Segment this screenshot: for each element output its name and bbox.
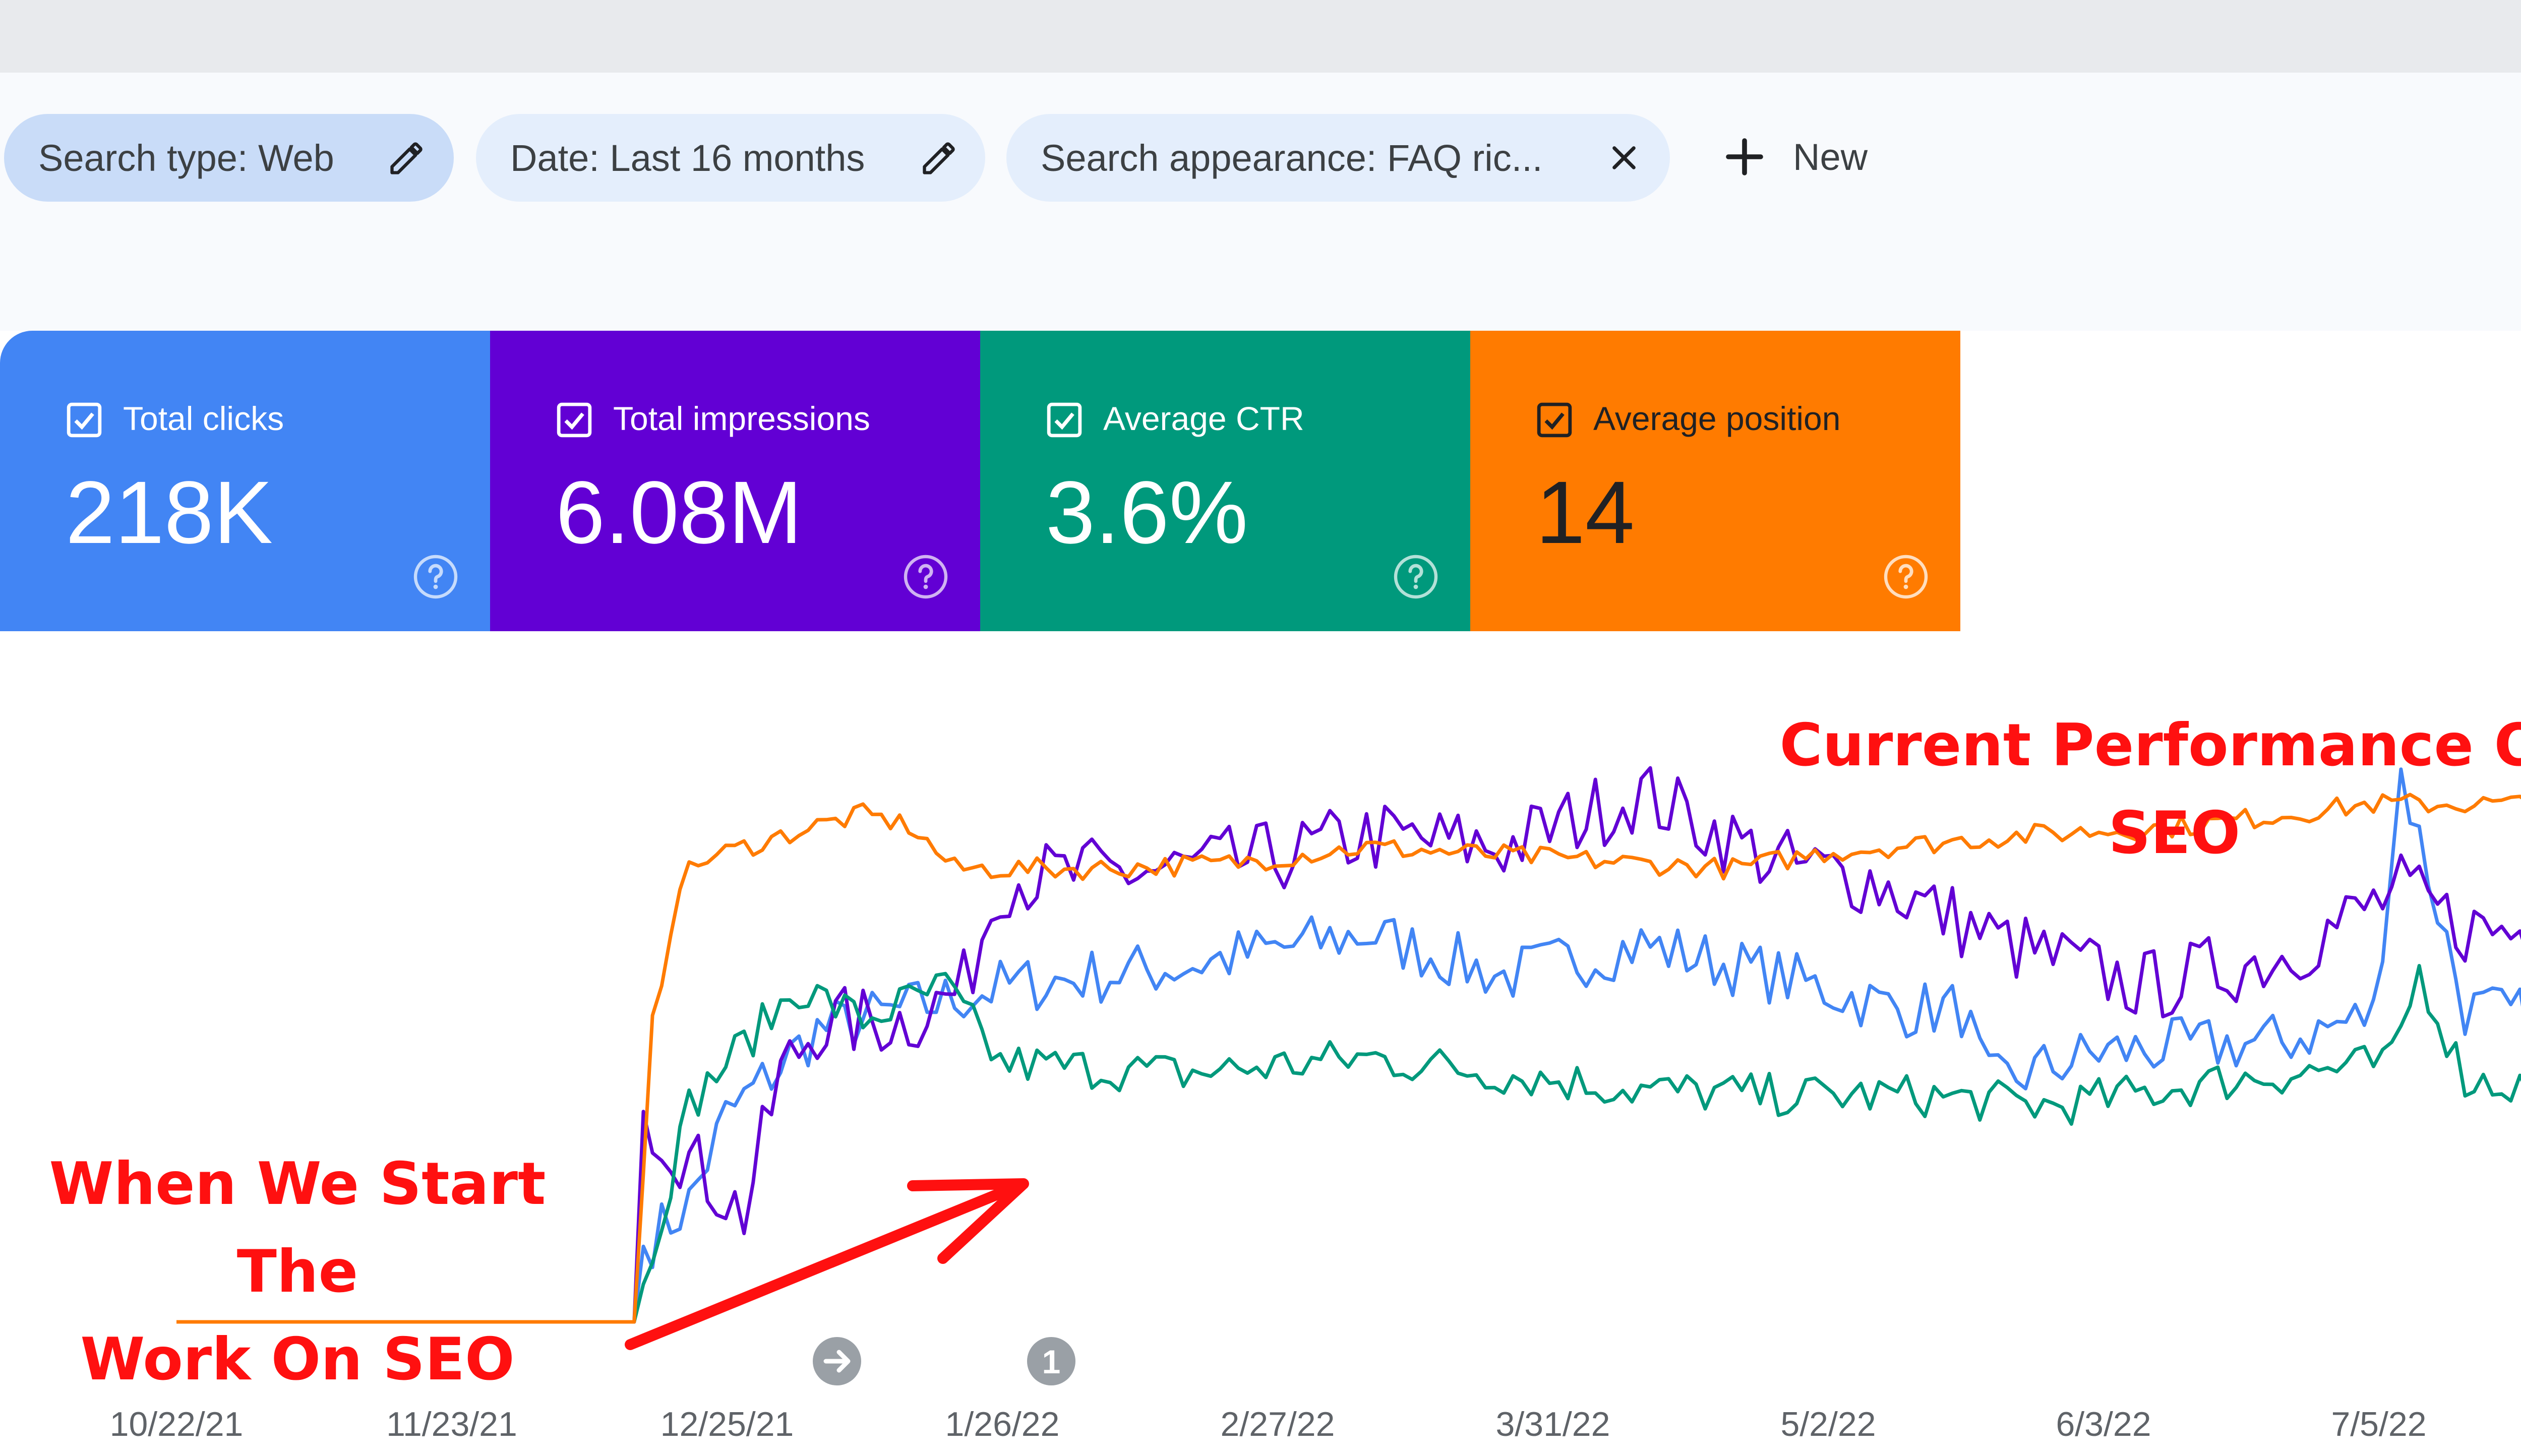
x-tick-label: 10/22/21 [110,1405,244,1443]
new-filter-label: New [1793,136,1868,178]
help-icon[interactable] [902,553,950,601]
metric-label: Total clicks [123,400,284,437]
help-icon[interactable] [411,553,460,601]
metric-label: Total impressions [613,400,870,437]
annotation-start-line1: When We Start The [49,1150,546,1306]
close-icon[interactable] [1607,141,1641,174]
search-type-chip-label: Search type: Web [38,137,334,179]
x-tick-label: 2/27/22 [1221,1405,1335,1443]
annotation-start-work: When We Start The Work On SEO [20,1140,575,1404]
checkbox-checked-icon[interactable] [1536,401,1573,439]
annotation-marker[interactable]: 1 [1027,1337,1075,1385]
x-tick-label: 3/31/22 [1496,1405,1610,1443]
checkbox-checked-icon[interactable] [1046,401,1083,439]
pencil-icon[interactable] [387,139,426,177]
help-icon[interactable] [1882,553,1930,601]
metric-value: 14 [1536,463,1635,562]
plus-icon [1726,138,1763,175]
annotation-marker-arrow-icon[interactable] [813,1337,861,1385]
metric-cards: Total clicks 218K Total impressions 6.08… [0,331,1961,631]
metric-value: 6.08M [556,463,803,562]
performance-chart-area: 10/22/21 11/23/21 12/25/21 1/26/22 2/27/22 3/… [0,631,2521,1456]
x-tick-label: 12/25/21 [661,1405,794,1443]
checkbox-checked-icon[interactable] [66,401,103,439]
x-tick-label: 11/23/21 [386,1405,517,1443]
x-tick-label: 1/26/22 [945,1405,1060,1443]
series-line-average-position [176,793,2521,1324]
metric-label: Average position [1593,400,1841,437]
annotation-arrow [625,1178,1029,1350]
x-tick-label: 6/3/22 [2056,1405,2151,1443]
top-strip [0,0,2521,73]
metric-label: Average CTR [1103,400,1304,437]
date-filter-chip[interactable]: Date: Last 16 months [476,114,985,202]
filter-bar [0,73,2521,331]
pencil-icon[interactable] [920,139,958,177]
help-icon[interactable] [1392,553,1440,601]
metric-card-average-ctr[interactable]: Average CTR 3.6% [980,331,1470,631]
search-appearance-filter-chip[interactable]: Search appearance: FAQ ric... [1006,114,1670,202]
metric-card-total-clicks[interactable]: Total clicks 218K [0,331,490,631]
x-tick-label: 5/2/22 [1780,1405,1876,1443]
performance-chart: 10/22/21 11/23/21 12/25/21 1/26/22 2/27/22 3/… [110,766,2521,1443]
checkbox-checked-icon[interactable] [556,401,593,439]
annotation-start-line2: Work On SEO [80,1325,515,1393]
metric-value: 3.6% [1046,463,1248,562]
date-chip-label: Date: Last 16 months [510,137,865,179]
metric-card-total-impressions[interactable]: Total impressions 6.08M [490,331,980,631]
metric-card-average-position[interactable]: Average position 14 [1470,331,1960,631]
annotation-current-performance: Current Performance Of SEO [1779,711,2521,867]
annotation-marker-label: 1 [1042,1343,1061,1380]
new-filter-button[interactable]: New [1720,119,1868,195]
search-type-filter-chip[interactable]: Search type: Web [4,114,454,202]
x-tick-label: 7/5/22 [2331,1405,2426,1443]
metric-value: 218K [66,463,273,562]
search-appearance-chip-label: Search appearance: FAQ ric... [1041,137,1543,179]
